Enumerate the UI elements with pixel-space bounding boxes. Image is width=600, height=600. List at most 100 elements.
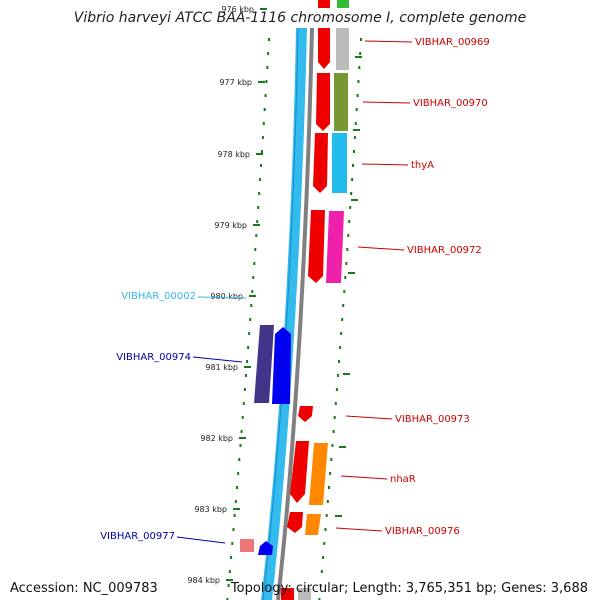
- label-connector: [362, 101, 411, 104]
- scale-dot: [340, 332, 343, 335]
- scale-dot: [266, 66, 269, 69]
- scale-dot: [332, 430, 335, 433]
- scale-dot: [357, 80, 360, 83]
- backbone-edge: [262, 27, 299, 600]
- gene-label[interactable]: nhaR: [390, 474, 416, 485]
- tick-mark: [258, 81, 265, 83]
- tick-mark: [233, 508, 240, 510]
- tick-mark: [335, 515, 342, 517]
- scale-dot: [325, 514, 328, 517]
- scale-dot: [239, 444, 242, 447]
- scale-dot: [256, 220, 259, 223]
- scale-dot: [359, 52, 362, 55]
- scale-dot: [323, 542, 326, 545]
- scale-dot: [268, 38, 270, 41]
- scale-dot: [320, 570, 323, 573]
- scale-ticks: 976 kbp 977 kbp 978 kbp 979 kbp 980 kbp 981 k…: [187, 5, 362, 585]
- cog-feature-gray[interactable]: [336, 28, 349, 70]
- scale-dot: [360, 38, 362, 41]
- scale-dot: [238, 458, 241, 461]
- scale-dot: [226, 598, 229, 600]
- tick-mark: [353, 129, 360, 131]
- gene-label[interactable]: VIBHAR_00969: [415, 37, 490, 48]
- label-connector: [364, 40, 413, 43]
- cog-feature-magenta[interactable]: [326, 211, 344, 283]
- scale-dot: [342, 304, 345, 307]
- cog-feature-gray-bottom[interactable]: [298, 588, 311, 600]
- gene-feature-forward[interactable]: [313, 133, 328, 193]
- scale-dot: [352, 150, 355, 153]
- gene-feature-bottom[interactable]: [281, 588, 294, 600]
- scale-dot: [249, 318, 252, 321]
- gene-label[interactable]: VIBHAR_00973: [395, 414, 470, 425]
- cog-feature-green[interactable]: [337, 0, 349, 8]
- gene-feature-forward[interactable]: [318, 28, 330, 69]
- topology-label: Topology: circular; Length: 3,765,351 bp…: [230, 581, 588, 596]
- label-connector: [197, 296, 247, 299]
- gene-label[interactable]: VIBHAR_00972: [407, 245, 482, 256]
- scale-dot: [346, 248, 349, 251]
- scale-dot: [265, 80, 268, 83]
- scale-dot: [228, 570, 231, 573]
- scale-dot: [248, 332, 251, 335]
- scale-dot: [341, 318, 344, 321]
- backbone-track: [261, 28, 307, 600]
- gene-label[interactable]: VIBHAR_00970: [413, 98, 488, 109]
- scale-dot: [334, 402, 337, 405]
- scale-dot: [329, 472, 332, 475]
- gene-feature-forward-top[interactable]: [318, 0, 330, 8]
- scale-dot: [345, 262, 348, 265]
- cog-feature-olive[interactable]: [334, 73, 348, 131]
- tick-label: 981 kbp: [205, 363, 238, 372]
- cog-feature-cyan[interactable]: [332, 133, 347, 193]
- scale-dot: [330, 458, 333, 461]
- tick-mark: [239, 437, 246, 439]
- gene-feature-forward[interactable]: [287, 512, 303, 533]
- scale-dot: [232, 528, 235, 531]
- tick-mark: [351, 199, 358, 201]
- scale-dot: [230, 556, 233, 559]
- gene-feature-forward[interactable]: [290, 441, 309, 503]
- gene-features: [240, 0, 349, 600]
- scale-dot: [259, 178, 262, 181]
- gene-label[interactable]: thyA: [411, 160, 434, 171]
- tick-label: 984 kbp: [187, 576, 220, 585]
- scale-dot: [331, 444, 334, 447]
- cog-feature-orange[interactable]: [305, 514, 321, 535]
- scale-dots-right: [318, 38, 362, 600]
- tick-label: 977 kbp: [219, 78, 252, 87]
- cog-feature-orange[interactable]: [309, 443, 328, 505]
- scale-dot: [318, 598, 321, 600]
- label-connector: [176, 536, 226, 544]
- gene-feature-reverse[interactable]: [272, 327, 291, 404]
- scale-dot: [258, 192, 261, 195]
- tick-label: 978 kbp: [217, 150, 250, 159]
- scale-dot: [250, 304, 253, 307]
- scale-dot: [264, 94, 267, 97]
- scale-dot: [343, 290, 346, 293]
- tick-mark: [226, 579, 233, 581]
- tick-label: 976 kbp: [221, 5, 254, 14]
- scale-dot: [257, 206, 260, 209]
- tick-mark: [355, 56, 362, 58]
- gene-feature-forward[interactable]: [316, 73, 330, 131]
- gene-label[interactable]: VIBHAR_00976: [385, 526, 460, 537]
- gene-feature-reverse[interactable]: [258, 541, 273, 555]
- scale-dot: [244, 374, 247, 377]
- gene-feature-forward[interactable]: [298, 406, 313, 422]
- cog-feature-pink[interactable]: [240, 539, 254, 552]
- tick-mark: [253, 224, 260, 226]
- scale-dot: [355, 108, 358, 111]
- tick-mark: [249, 295, 256, 297]
- scale-dot: [254, 248, 257, 251]
- tick-mark: [339, 446, 346, 448]
- cog-feature-navy[interactable]: [254, 325, 274, 403]
- gene-label[interactable]: VIBHAR_00977: [100, 531, 175, 542]
- scale-dot: [349, 206, 352, 209]
- scale-dot: [255, 234, 258, 237]
- scale-dot: [261, 136, 264, 139]
- gene-feature-forward[interactable]: [308, 210, 325, 283]
- scale-dot: [328, 486, 330, 489]
- gene-label[interactable]: VIBHAR_00002: [121, 291, 196, 302]
- gene-label[interactable]: VIBHAR_00974: [116, 352, 191, 363]
